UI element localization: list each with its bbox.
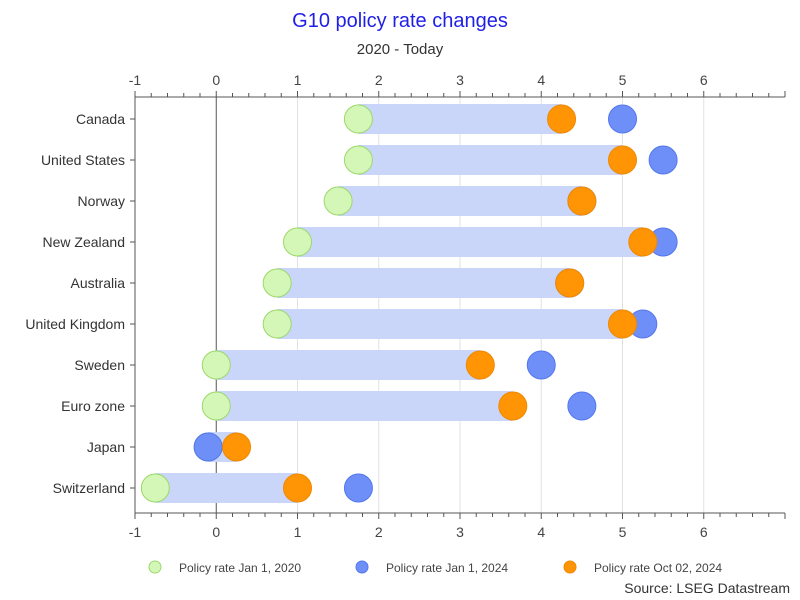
point-series-2 (608, 309, 637, 339)
tick-label: 1 (294, 524, 302, 540)
category-label: Japan (87, 439, 125, 455)
point-series-2 (628, 227, 658, 257)
tick-label: 2 (375, 524, 383, 540)
tick-label: -1 (129, 72, 142, 88)
range-bar (277, 309, 623, 339)
tick-label: 3 (456, 72, 464, 88)
tick-label: 5 (619, 72, 627, 88)
category-label: Norway (78, 193, 125, 209)
point-series-0 (201, 350, 231, 380)
point-series-1 (567, 391, 597, 421)
legend-label-2: Policy rate Oct 02, 2024 (594, 561, 722, 575)
tick-label: 1 (294, 72, 302, 88)
range-bar (155, 473, 298, 503)
point-series-2 (222, 432, 252, 462)
point-series-2 (567, 186, 597, 216)
point-series-1 (193, 432, 223, 462)
point-series-0 (343, 104, 373, 134)
category-label: Australia (71, 275, 126, 291)
range-bar (216, 391, 513, 421)
tick-label: 0 (212, 72, 220, 88)
point-series-0 (140, 473, 170, 503)
legend-label-0: Policy rate Jan 1, 2020 (179, 561, 301, 575)
point-series-1 (648, 145, 678, 175)
range-bar (216, 350, 481, 380)
tick-label: 6 (700, 72, 708, 88)
point-series-0 (262, 309, 292, 339)
point-series-2 (283, 473, 312, 503)
tick-label: 4 (537, 524, 545, 540)
point-series-0 (201, 391, 231, 421)
point-series-2 (608, 145, 637, 175)
category-label: Canada (76, 111, 125, 127)
tick-label: -1 (129, 524, 142, 540)
point-series-1 (343, 473, 373, 503)
legend-marker-2 (563, 560, 577, 574)
tick-label: 3 (456, 524, 464, 540)
chart-title: G10 policy rate changes (292, 10, 508, 32)
range-bar (338, 186, 582, 216)
point-series-0 (283, 227, 312, 257)
point-series-1 (526, 350, 556, 380)
point-series-1 (608, 104, 637, 134)
category-label: New Zealand (43, 234, 126, 250)
tick-label: 2 (375, 72, 383, 88)
range-bar (297, 227, 643, 257)
point-series-2 (547, 104, 577, 134)
tick-label: 4 (537, 72, 545, 88)
source-note: Source: LSEG Datastream (624, 580, 790, 596)
point-series-0 (262, 268, 292, 298)
point-series-2 (465, 350, 495, 380)
tick-label: 5 (619, 524, 627, 540)
category-label: United States (41, 152, 125, 168)
point-series-2 (498, 391, 528, 421)
category-label: Euro zone (61, 398, 125, 414)
legend-marker-1 (355, 560, 369, 574)
category-label: United Kingdom (25, 316, 125, 332)
range-bar (358, 145, 623, 175)
category-label: Sweden (74, 357, 125, 373)
range-bar (277, 268, 570, 298)
point-series-0 (323, 186, 353, 216)
point-series-2 (555, 268, 585, 298)
chart-subtitle: 2020 - Today (357, 41, 444, 58)
tick-label: 6 (700, 524, 708, 540)
range-bar (358, 104, 562, 134)
legend-label-1: Policy rate Jan 1, 2024 (386, 561, 508, 575)
legend-marker-0 (148, 560, 162, 574)
tick-label: 0 (212, 524, 220, 540)
point-series-0 (343, 145, 373, 175)
category-label: Switzerland (53, 480, 125, 496)
